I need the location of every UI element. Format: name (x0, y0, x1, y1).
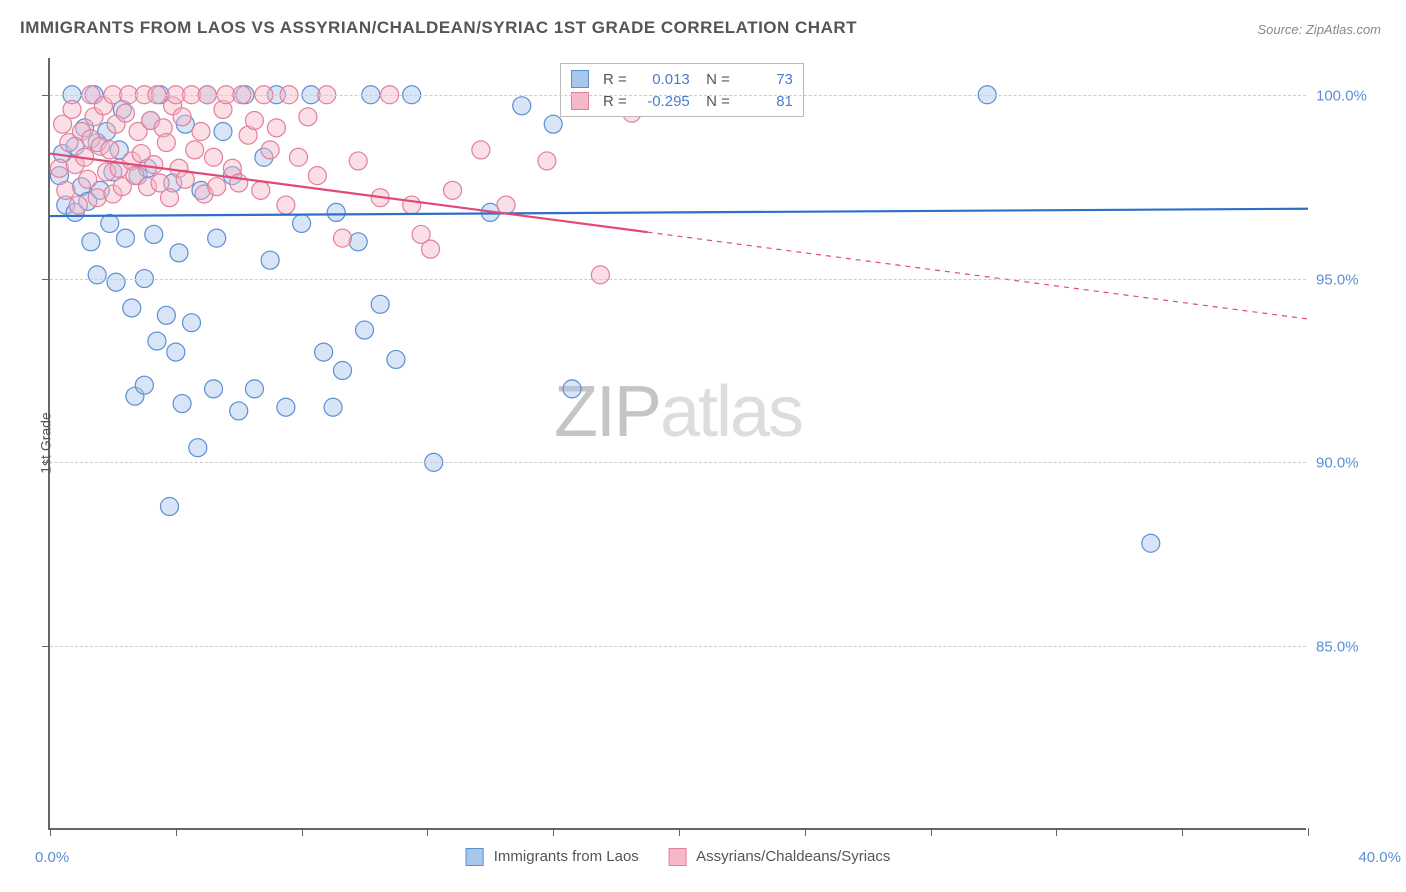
data-point (1142, 534, 1160, 552)
data-point (261, 141, 279, 159)
data-point (299, 108, 317, 126)
legend-swatch-1 (466, 848, 484, 866)
data-point (277, 196, 295, 214)
data-point (444, 181, 462, 199)
data-point (544, 115, 562, 133)
data-point (63, 100, 81, 118)
data-point (538, 152, 556, 170)
y-tick-label: 95.0% (1316, 271, 1396, 288)
data-point (422, 240, 440, 258)
data-point (371, 295, 389, 313)
data-point (107, 273, 125, 291)
chart-title: IMMIGRANTS FROM LAOS VS ASSYRIAN/CHALDEA… (20, 18, 857, 38)
data-point (170, 244, 188, 262)
data-point (123, 299, 141, 317)
data-point (472, 141, 490, 159)
data-point (50, 159, 68, 177)
data-point (167, 343, 185, 361)
data-point (289, 148, 307, 166)
stats-row-1: R = 0.013 N = 73 (571, 68, 793, 90)
data-point (116, 229, 134, 247)
data-point (173, 108, 191, 126)
data-point (563, 380, 581, 398)
data-point (148, 332, 166, 350)
data-point (88, 266, 106, 284)
bottom-legend: Immigrants from Laos Assyrians/Chaldeans… (466, 848, 891, 866)
data-point (261, 251, 279, 269)
data-point (293, 214, 311, 232)
data-point (208, 178, 226, 196)
data-point (145, 225, 163, 243)
r-label-1: R = (603, 71, 627, 88)
data-point (315, 343, 333, 361)
data-point (192, 123, 210, 141)
r-value-1: 0.013 (635, 71, 690, 88)
data-point (277, 398, 295, 416)
data-point (82, 233, 100, 251)
data-point (57, 181, 75, 199)
data-point (497, 196, 515, 214)
chart-container: IMMIGRANTS FROM LAOS VS ASSYRIAN/CHALDEA… (0, 0, 1406, 892)
swatch-series-1 (571, 70, 589, 88)
data-point (157, 306, 175, 324)
x-axis-min-label: 0.0% (35, 849, 69, 866)
data-point (79, 170, 97, 188)
data-point (327, 203, 345, 221)
legend-item-2: Assyrians/Chaldeans/Syriacs (669, 848, 891, 866)
data-point (267, 119, 285, 137)
data-point (173, 395, 191, 413)
data-point (308, 167, 326, 185)
stats-legend-box: R = 0.013 N = 73 R = -0.295 N = 81 (560, 63, 804, 117)
data-point (161, 497, 179, 515)
stats-row-2: R = -0.295 N = 81 (571, 90, 793, 112)
y-tick-label: 90.0% (1316, 455, 1396, 472)
legend-label-1: Immigrants from Laos (494, 848, 639, 865)
data-point (333, 229, 351, 247)
plot-area: 1st Grade ZIPatlas R = 0.013 N = 73 R = … (48, 58, 1306, 830)
data-point (205, 380, 223, 398)
source-label: Source: ZipAtlas.com (1257, 22, 1381, 37)
x-axis-max-label: 40.0% (1358, 849, 1401, 866)
data-point (387, 350, 405, 368)
data-point (116, 104, 134, 122)
data-point (245, 111, 263, 129)
legend-item-1: Immigrants from Laos (466, 848, 639, 866)
data-point (69, 196, 87, 214)
data-point (230, 402, 248, 420)
data-point (161, 189, 179, 207)
data-point (101, 141, 119, 159)
n-label-1: N = (698, 71, 730, 88)
data-point (252, 181, 270, 199)
data-point (245, 380, 263, 398)
data-point (513, 97, 531, 115)
data-point (324, 398, 342, 416)
data-point (88, 189, 106, 207)
data-point (208, 229, 226, 247)
scatter-svg (50, 58, 1306, 828)
trend-line (50, 154, 648, 233)
legend-label-2: Assyrians/Chaldeans/Syriacs (696, 848, 890, 865)
data-point (145, 156, 163, 174)
data-point (349, 152, 367, 170)
data-point (591, 266, 609, 284)
y-tick-label: 100.0% (1316, 87, 1396, 104)
data-point (403, 196, 421, 214)
data-point (135, 376, 153, 394)
trend-line-extrapolated (648, 232, 1308, 319)
y-tick-label: 85.0% (1316, 639, 1396, 656)
n-value-1: 73 (738, 71, 793, 88)
legend-swatch-2 (669, 848, 687, 866)
data-point (189, 439, 207, 457)
data-point (214, 123, 232, 141)
data-point (157, 134, 175, 152)
trend-line (50, 209, 1308, 216)
data-point (186, 141, 204, 159)
data-point (349, 233, 367, 251)
data-point (333, 361, 351, 379)
data-point (356, 321, 374, 339)
data-point (205, 148, 223, 166)
data-point (101, 214, 119, 232)
data-point (183, 314, 201, 332)
